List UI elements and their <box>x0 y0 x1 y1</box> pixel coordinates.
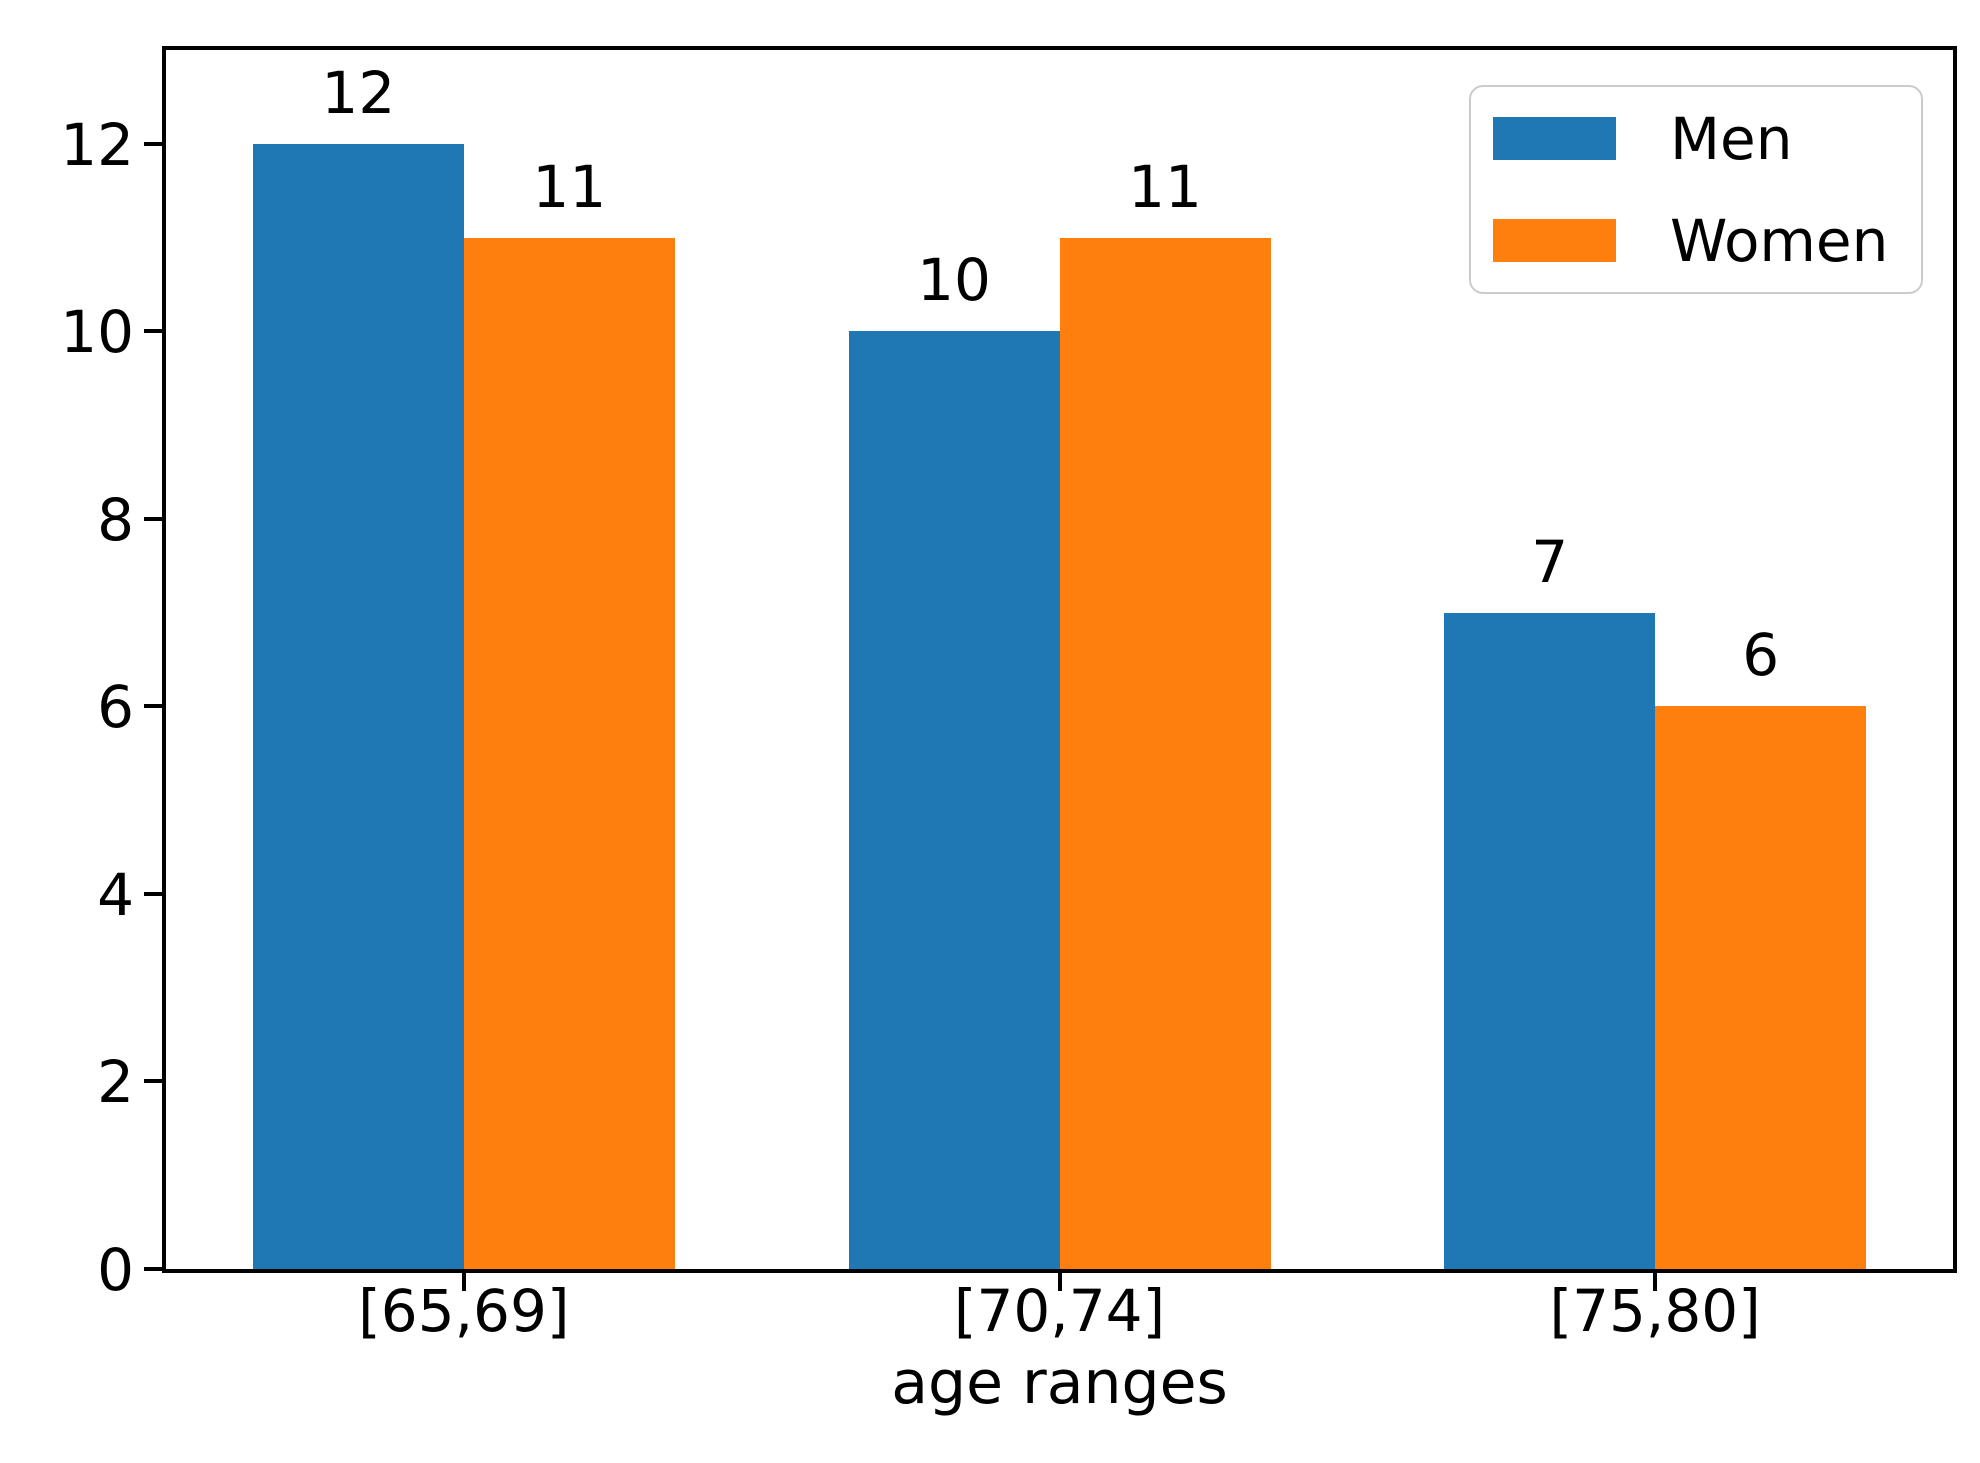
bar-value-label: 7 <box>1531 527 1569 596</box>
y-tick-mark <box>144 891 162 896</box>
legend-label-women: Women <box>1670 206 1889 275</box>
y-tick-label: 2 <box>97 1048 134 1117</box>
y-tick-label: 10 <box>60 298 134 367</box>
legend: Men Women <box>1469 85 1923 294</box>
y-tick-label: 4 <box>97 860 134 929</box>
x-tick-label: [75,80] <box>1549 1277 1761 1345</box>
bar-women-2 <box>1655 706 1867 1269</box>
legend-entry-men: Men <box>1493 110 1921 168</box>
legend-label-men: Men <box>1670 104 1793 173</box>
bar-men-2 <box>1444 612 1656 1269</box>
y-tick-mark <box>144 329 162 334</box>
y-tick-mark <box>144 516 162 521</box>
bar-value-label: 10 <box>917 246 991 315</box>
x-axis-label: age ranges <box>891 1348 1228 1418</box>
x-tick-label: [65,69] <box>358 1277 570 1345</box>
bar-men-1 <box>848 331 1060 1269</box>
bar-value-label: 12 <box>321 58 396 127</box>
y-tick-label: 12 <box>60 110 134 179</box>
x-tick-mark <box>1057 1273 1062 1291</box>
x-tick-mark <box>1653 1273 1658 1291</box>
y-tick-label: 6 <box>97 673 134 742</box>
bar-value-label: 6 <box>1742 621 1780 690</box>
y-tick-mark <box>144 1079 162 1084</box>
y-tick-mark <box>144 704 162 709</box>
x-tick-mark <box>461 1273 466 1291</box>
legend-entry-women: Women <box>1493 212 1921 270</box>
x-tick-label: [70,74] <box>953 1277 1166 1345</box>
bar-men-0 <box>252 143 464 1269</box>
bar-value-label: 11 <box>1128 152 1202 221</box>
bar-value-label: 11 <box>532 152 607 221</box>
y-tick-mark <box>144 141 162 146</box>
y-tick-label: 0 <box>97 1236 134 1304</box>
legend-swatch-women <box>1493 219 1616 262</box>
legend-swatch-men <box>1493 117 1616 160</box>
bar-women-0 <box>463 237 675 1269</box>
y-tick-mark <box>144 1267 162 1271</box>
y-tick-label: 8 <box>97 485 134 554</box>
bar-women-1 <box>1059 237 1271 1269</box>
